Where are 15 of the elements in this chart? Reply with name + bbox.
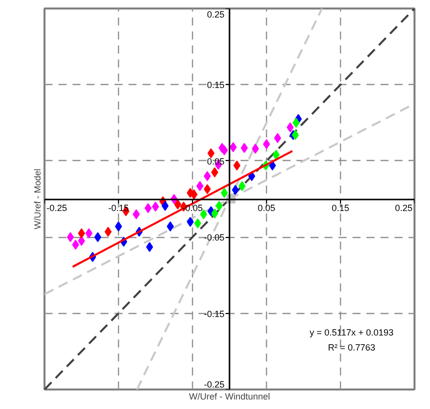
y-tick-label: -0.15 [204, 308, 224, 319]
x-tick-label: 0.25 [394, 203, 413, 213]
x-tick-label: 0.05 [258, 203, 276, 213]
y-tick-label: 0.15 [206, 80, 225, 90]
x-tick-label: -0.15 [108, 203, 129, 213]
annotation: y = 0.5117x + 0.0193 [310, 327, 394, 338]
x-tick-label: 0.15 [332, 203, 350, 213]
y-tick-label: 0.25 [206, 10, 225, 20]
y-tick-label: 0.05 [206, 156, 225, 166]
annotation: R² = 0.7763 [328, 342, 376, 353]
y-axis-title: W/Uref - Model [32, 168, 42, 230]
x-tick-label: -0.25 [46, 203, 68, 213]
y-tick-label: -0.25 [204, 380, 224, 390]
x-axis-title: W/Uref - Windtunnel [188, 392, 270, 402]
y-tick-label: -0.05 [204, 232, 224, 243]
